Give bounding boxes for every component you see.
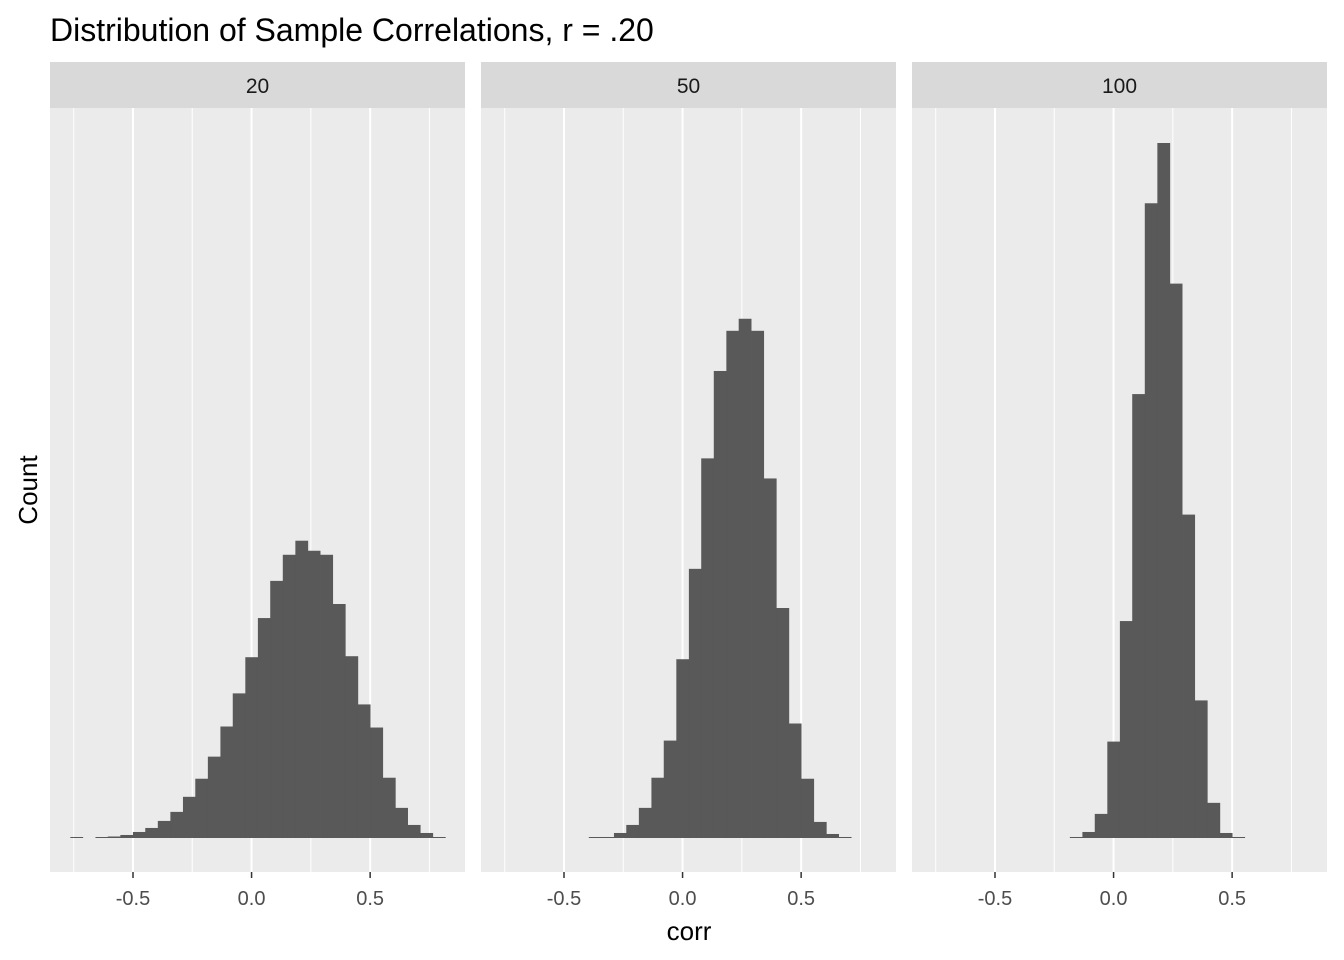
histogram-bar <box>751 330 765 838</box>
y-axis-title: Count <box>13 455 43 525</box>
facet-strip-bg <box>481 62 896 108</box>
histogram-bar <box>713 370 727 838</box>
histogram-bar <box>132 831 146 838</box>
x-tick-label: 0.0 <box>669 888 697 910</box>
histogram-bar <box>1157 143 1171 838</box>
histogram-bar <box>282 554 296 838</box>
histogram-bar <box>232 693 246 838</box>
histogram-bar <box>145 827 159 838</box>
x-tick-label: 0.0 <box>1100 888 1128 910</box>
histogram-bar <box>638 807 652 838</box>
histogram-bar <box>270 580 284 838</box>
histogram-bar <box>170 811 184 838</box>
histogram-bar <box>1194 700 1208 838</box>
histogram-bar <box>626 824 640 838</box>
histogram-bar <box>70 836 84 838</box>
histogram-bar <box>320 554 334 838</box>
histogram-bar <box>420 832 434 838</box>
histogram-bar <box>1169 283 1183 838</box>
histogram-bar <box>838 836 852 838</box>
histogram-bar <box>601 836 615 838</box>
histogram-bar <box>663 740 677 838</box>
facet-panel-50: 50 -0.5 0.0 0.5 <box>481 62 896 910</box>
histogram-bar <box>726 330 740 838</box>
histogram-bar <box>813 821 827 838</box>
histogram-bar <box>1119 621 1133 838</box>
histogram-bar <box>1219 832 1233 838</box>
histogram-bar <box>738 318 752 838</box>
histogram-bar <box>357 704 371 838</box>
histogram-bar <box>776 608 790 838</box>
x-axis-title: corr <box>667 916 712 946</box>
histogram-bar <box>432 836 446 838</box>
facet-strip-label: 100 <box>1102 75 1137 98</box>
histogram-bar <box>613 832 627 838</box>
histogram-bar <box>395 807 408 838</box>
histogram-bar <box>1232 836 1246 838</box>
histogram-bar <box>763 478 777 838</box>
x-tick-label: 0.5 <box>356 888 384 910</box>
histogram-bar <box>207 756 221 838</box>
histogram-bar <box>307 550 321 838</box>
x-tick-label: -0.5 <box>978 888 1012 910</box>
histogram-bar <box>245 657 259 838</box>
histogram-bar <box>257 618 271 838</box>
histogram-bar <box>1182 514 1196 838</box>
histogram-bar <box>1144 203 1158 838</box>
facet-strip-bg <box>50 62 465 108</box>
histogram-bar <box>826 833 839 838</box>
histogram-bar <box>345 656 359 838</box>
histogram-bar <box>1082 831 1096 838</box>
histogram-bar <box>676 659 690 838</box>
histogram-bar <box>95 837 109 838</box>
histogram-bar <box>295 540 309 838</box>
histogram-bar <box>1107 741 1121 838</box>
histogram-bar <box>382 777 396 838</box>
histogram-bar <box>701 458 715 838</box>
histogram-bar <box>788 723 802 838</box>
facet-strip-label: 20 <box>246 75 269 98</box>
histogram-bar <box>1207 802 1221 838</box>
histogram-bar <box>588 837 602 838</box>
histogram-bar <box>801 778 815 838</box>
histogram-bar <box>651 777 665 838</box>
histogram-bar <box>688 568 702 838</box>
histogram-bar <box>407 824 421 838</box>
x-tick-label: -0.5 <box>547 888 581 910</box>
x-tick-label: 0.0 <box>238 888 266 910</box>
facet-panel-20: 20 -0.5 0.0 0.5 <box>50 62 465 910</box>
facet-panel-100: 100 -0.5 0.0 0.5 <box>912 62 1327 910</box>
histogram-bar <box>332 603 346 838</box>
histogram-bar <box>370 727 384 838</box>
x-tick-label: 0.5 <box>1218 888 1246 910</box>
histogram-bar <box>195 778 209 838</box>
facet-strip-bg <box>912 62 1327 108</box>
facet-panels: 20 -0.5 0.0 0.5 50 -0.5 0.0 0.5 100 -0.5 0.0 0.5 <box>50 62 1327 910</box>
facet-strip-label: 50 <box>677 75 700 98</box>
histogram-bar <box>1132 394 1146 838</box>
histogram-bar <box>120 834 134 838</box>
histogram-bar <box>1094 813 1108 838</box>
x-tick-label: 0.5 <box>787 888 815 910</box>
histogram-bar <box>220 726 234 838</box>
histogram-bar <box>157 820 171 838</box>
x-tick-label: -0.5 <box>116 888 150 910</box>
histogram-bar <box>107 836 121 838</box>
histogram-bar <box>182 796 196 838</box>
histogram-bar <box>1069 836 1083 838</box>
chart-title: Distribution of Sample Correlations, r =… <box>50 12 654 48</box>
